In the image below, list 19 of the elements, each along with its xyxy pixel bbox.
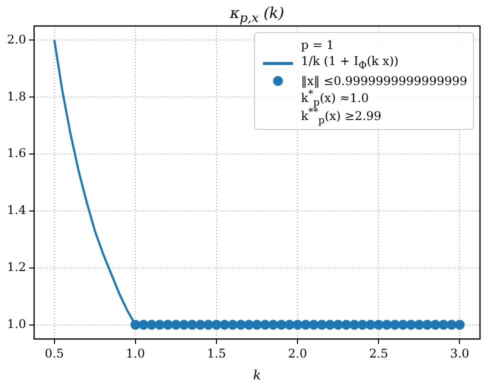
annotation: k$^{**}$$_{p}$(x) ≥2.99 <box>301 107 382 127</box>
x-tick-label: 1.5 <box>206 346 226 360</box>
legend-label: ‖x‖ ≤0.9999999999999999 <box>301 74 468 88</box>
y-tick-label: 1.6 <box>6 146 26 160</box>
x-tick-label: 1.0 <box>126 346 145 360</box>
x-tick-label: 2.0 <box>288 346 308 360</box>
y-tick-label: 1.8 <box>6 89 26 104</box>
annotation: k$^{*}$$_{p}$(x) ≈1.0 <box>301 89 369 109</box>
x-tick-label: 2.5 <box>369 346 388 360</box>
legend-label: 1/k (1 + I$_{Φ}$(k x)) <box>301 54 399 72</box>
x-axis-title: k <box>253 368 262 384</box>
y-tick-label: 1.4 <box>6 203 26 218</box>
x-tick-label: 0.5 <box>44 346 64 360</box>
chart-title: κ$_{p,x}$ (k) <box>228 4 286 25</box>
y-tick-label: 1.0 <box>6 316 26 331</box>
y-tick-label: 1.2 <box>6 260 26 274</box>
x-tick-label: 3.0 <box>450 346 470 360</box>
y-tick-label: 2.0 <box>6 32 26 46</box>
legend-title: p = 1 <box>301 38 334 52</box>
